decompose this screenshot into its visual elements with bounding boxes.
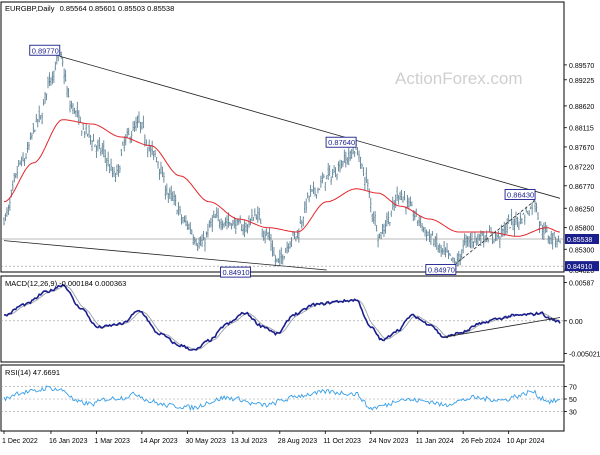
trendline: [455, 200, 536, 264]
current-price-label: 0.85538: [567, 237, 592, 244]
price-tick-label: 0.85800: [569, 226, 594, 233]
annotation-label: 0.84970: [428, 266, 455, 275]
rsi-tick-label: 50: [569, 397, 577, 404]
macd-trendline: [444, 317, 561, 338]
date-tick-label: 30 May 2023: [185, 438, 226, 445]
annotation-box: [29, 44, 61, 56]
rsi-series: [3, 385, 561, 412]
date-tick-label: 11 Oct 2023: [323, 438, 361, 445]
trendline: [59, 55, 561, 199]
price-tick-label: 0.89225: [569, 78, 594, 85]
macd-signal-line: [4, 285, 561, 351]
price-series: [3, 46, 561, 271]
annotation-label: 0.84910: [222, 268, 249, 277]
price-title: EURGBP,Daily 0.85564 0.85601 0.85503 0.8…: [5, 4, 174, 13]
annotation-label: 0.89770: [32, 46, 59, 55]
price-tick-label: 0.84820: [569, 268, 594, 275]
price-overlays: 0.89770 0.87640 0.86430 0.84970 0.84910: [1, 44, 564, 278]
date-tick-label: 1 Dec 2022: [2, 438, 38, 445]
date-tick-label: 24 Nov 2023: [369, 438, 409, 445]
date-tick-label: 11 Jan 2024: [416, 438, 454, 445]
annotation-box: [325, 136, 357, 148]
date-tick-label: 1 Mar 2023: [94, 438, 130, 445]
support-price-box: [565, 261, 599, 272]
date-tick-label: 26 Feb 2024: [461, 438, 500, 445]
macd-tick-label: 0.00: [569, 319, 583, 326]
price-tick-label: 0.87220: [569, 164, 594, 171]
price-tick-label: 0.88115: [569, 126, 594, 133]
annotation-label: 0.86430: [507, 190, 534, 199]
price-tick-label: 0.87670: [569, 145, 594, 152]
symbol-title: EURGBP,Daily: [5, 4, 55, 13]
price-tick-label: 0.89570: [569, 63, 594, 70]
watermark: ActionForex.com: [395, 69, 523, 88]
annotation-box: [425, 264, 457, 275]
rsi-axis: 70 50 30: [564, 385, 577, 416]
annotation-box: [220, 266, 251, 278]
rsi-tick-label: 30: [569, 409, 577, 416]
rsi-title: RSI(14) 47.6691: [5, 368, 60, 377]
rsi-tick-label: 70: [569, 385, 577, 392]
annotation-label: 0.87640: [328, 138, 355, 147]
macd-tick-label: -0.005021: [569, 352, 600, 359]
macd-line: [3, 283, 561, 351]
moving-average-line: [3, 119, 561, 237]
macd-title: MACD(12,26,9) -0.000184 0.000363: [5, 279, 126, 288]
date-axis: 1 Dec 2022 16 Jan 2023 1 Mar 2023 14 Apr 20…: [2, 431, 545, 445]
rsi-grid: [1, 386, 564, 412]
date-tick-label: 28 Aug 2023: [278, 438, 317, 445]
price-tick-label: 0.86770: [569, 184, 594, 191]
support-price-label: 0.84910: [567, 264, 592, 271]
macd-series: [3, 283, 561, 351]
price-tick-label: 0.86250: [569, 206, 594, 213]
price-tick-label: 0.88620: [569, 104, 594, 111]
date-tick-label: 16 Jan 2023: [49, 438, 88, 445]
current-price-box: [565, 233, 599, 244]
annotation-box: [504, 189, 536, 200]
rsi-panel-frame: [0, 364, 565, 432]
rsi-line: [3, 385, 561, 412]
price-axis: 0.89570 0.89225 0.88620 0.88115 0.87670 0.872…: [564, 63, 599, 275]
date-tick-label: 13 Jul 2023: [231, 438, 267, 445]
trendline: [3, 240, 327, 271]
price-tick-label: 0.85300: [569, 247, 594, 254]
ohlc-values: 0.85564 0.85601 0.85503 0.85538: [60, 4, 175, 13]
macd-axis: 0.00587 0.00 -0.005021: [564, 280, 600, 359]
price-panel-frame: [0, 1, 565, 273]
macd-tick-label: 0.00587: [569, 280, 594, 287]
date-tick-label: 14 Apr 2023: [140, 438, 178, 445]
macd-panel-frame: [0, 275, 565, 363]
date-tick-label: 10 Apr 2024: [507, 438, 545, 445]
